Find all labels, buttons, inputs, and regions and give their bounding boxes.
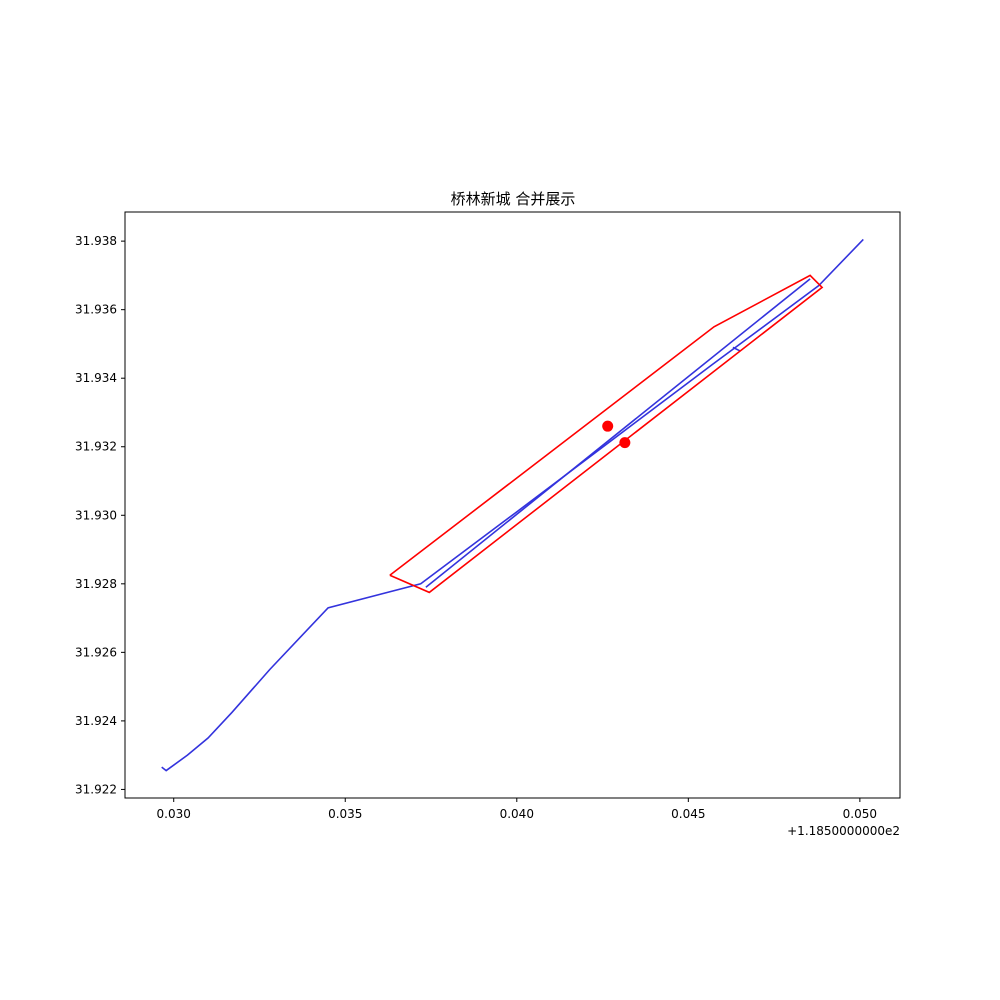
x-tick-label: 0.030 <box>157 807 191 821</box>
y-tick-label: 31.926 <box>75 645 117 659</box>
x-tick-label: 0.035 <box>328 807 362 821</box>
y-tick-label: 31.938 <box>75 234 117 248</box>
x-tick-label: 0.050 <box>843 807 877 821</box>
y-tick-label: 31.922 <box>75 782 117 796</box>
x-axis-ticks: 0.030 0.035 0.040 0.045 0.050 <box>157 798 877 821</box>
y-tick-label: 31.924 <box>75 714 117 728</box>
y-tick-label: 31.936 <box>75 303 117 317</box>
x-axis-offset-text: +1.1850000000e2 <box>787 824 900 838</box>
x-tick-label: 0.045 <box>671 807 705 821</box>
road-line-1 <box>425 278 811 588</box>
x-tick-label: 0.040 <box>500 807 534 821</box>
boundary-polygon-line <box>389 274 824 594</box>
series-layer <box>161 238 864 772</box>
y-axis-ticks: 31.922 31.924 31.926 31.928 31.930 31.932 31.9… <box>75 234 125 796</box>
chart-title: 桥林新城 合并展示 <box>451 190 576 208</box>
y-tick-label: 31.932 <box>75 440 117 454</box>
scatter-point <box>602 420 614 432</box>
scatter-point <box>619 437 631 449</box>
road-line-2 <box>732 346 741 352</box>
y-tick-label: 31.930 <box>75 508 117 522</box>
road-line-0 <box>161 238 864 772</box>
y-tick-label: 31.928 <box>75 577 117 591</box>
y-tick-label: 31.934 <box>75 371 117 385</box>
plot-frame <box>124 211 901 799</box>
